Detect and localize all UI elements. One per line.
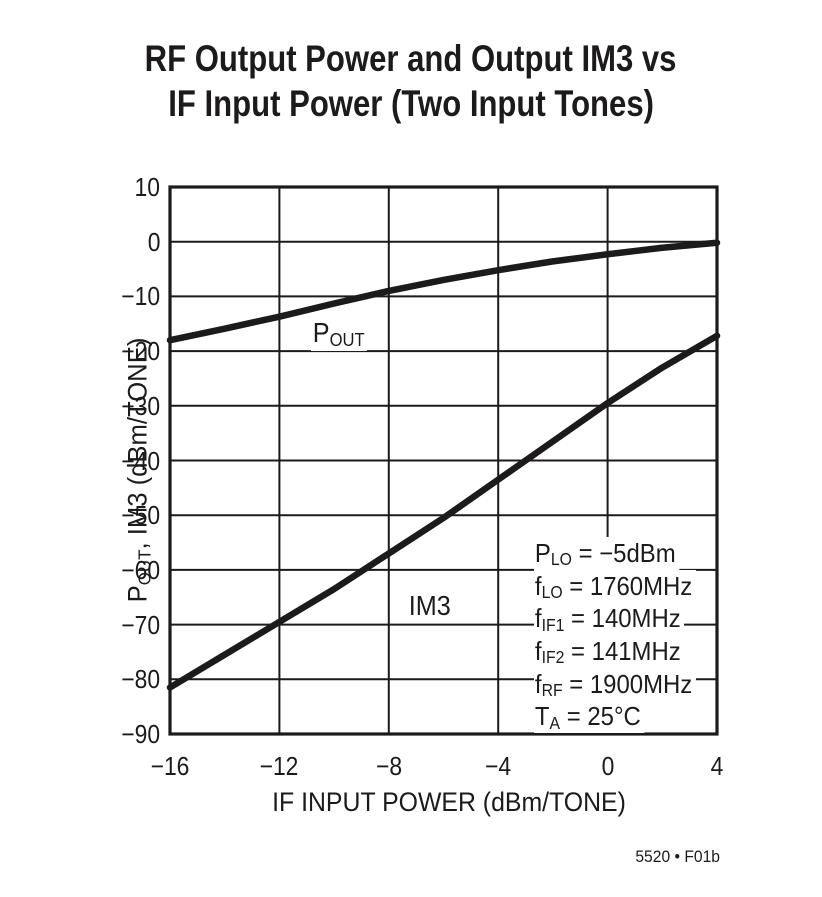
curve-label-im3: IM3 — [407, 591, 453, 621]
text-run: P — [122, 585, 153, 603]
y-tick-label--70: −70 — [121, 609, 160, 640]
text-run: , IM3 (dBm/TONE) — [122, 337, 153, 550]
text-run: f — [534, 603, 542, 634]
curve-pout — [166, 239, 721, 344]
test-conditions-block: PLO = −5dBm fLO = 1760MHz fIF1 = 140MHz fIF… — [534, 537, 710, 734]
test-condition-line-6: TA = 25°C — [534, 700, 645, 734]
chart-title-line1: RF Output Power and Output IM3 vs — [145, 38, 677, 79]
subscript-text: LO — [541, 582, 563, 603]
subscript-text: RF — [541, 680, 563, 701]
text-run: = 1900MHz — [562, 668, 693, 699]
y-tick-label--30: −30 — [121, 390, 160, 421]
y-tick-label--50: −50 — [121, 500, 160, 531]
x-tick-label--4: −4 — [485, 751, 512, 781]
x-tick-label--16: −16 — [150, 751, 190, 781]
y-tick-label--20: −20 — [121, 336, 160, 367]
y-tick-label--80: −80 — [121, 664, 160, 695]
y-tick-label--60: −60 — [121, 554, 160, 585]
curve-im3 — [166, 332, 721, 691]
test-condition-line-5: fRF = 1900MHz — [534, 667, 696, 701]
text-run: = 141MHz — [564, 636, 681, 667]
test-condition-line-2: fLO = 1760MHz — [534, 569, 696, 603]
text-run: IM3 — [408, 590, 451, 621]
y-tick-label--10: −10 — [121, 281, 160, 312]
text-run: f — [534, 668, 542, 699]
y-tick-label--40: −40 — [121, 445, 160, 476]
text-run: P — [312, 317, 330, 348]
y-tick-label-10: 10 — [134, 172, 160, 202]
test-condition-line-1: PLO = −5dBm — [534, 537, 680, 570]
text-run: T — [534, 701, 550, 732]
subscript-text: A — [549, 712, 561, 733]
subscript-text: IF1 — [541, 614, 565, 635]
x-tick-label-4: 4 — [710, 751, 724, 781]
text-run: f — [534, 570, 542, 601]
y-tick-label--90: −90 — [121, 719, 160, 749]
text-run: f — [534, 636, 542, 667]
x-tick-label--8: −8 — [375, 751, 402, 781]
text-run: P — [534, 538, 551, 568]
figure-number: 5520 • F01b — [635, 847, 720, 866]
text-run: = 1760MHz — [562, 570, 693, 601]
chart-title-line2: IF Input Power (Two Input Tones) — [168, 83, 654, 124]
text-run: = 140MHz — [564, 603, 681, 634]
test-condition-line-3: fIF1 = 140MHz — [534, 602, 685, 636]
y-tick-label-0: 0 — [147, 226, 160, 257]
x-tick-label--12: −12 — [259, 751, 299, 781]
x-tick-label-0: 0 — [601, 751, 614, 781]
text-run: = 25°C — [560, 701, 641, 732]
curve-label-pout: POUT — [311, 318, 367, 351]
y-axis-title: POUT, IM3 (dBm/TONE) — [122, 337, 155, 603]
plot-frame — [168, 185, 719, 736]
test-condition-line-4: fIF2 = 141MHz — [534, 635, 685, 668]
subscript-text: LO — [550, 549, 572, 570]
chart-title: RF Output Power and Output IM3 vs IF Inp… — [0, 36, 822, 126]
x-axis-title: IF INPUT POWER (dBm/TONE) — [272, 787, 626, 817]
subscript-text: IF2 — [541, 647, 565, 668]
curves — [166, 239, 721, 691]
text-run: = −5dBm — [571, 538, 676, 568]
subscript-text: OUT — [134, 549, 155, 586]
subscript-text: OUT — [329, 328, 365, 350]
